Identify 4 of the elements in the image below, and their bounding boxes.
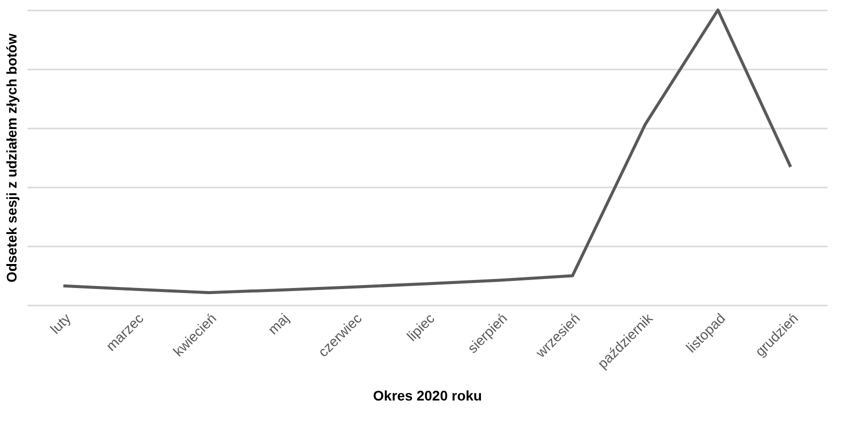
- x-axis-title: Okres 2020 roku: [373, 387, 482, 404]
- y-axis-title: Odsetek sesji z udziałem złych botów: [4, 33, 20, 282]
- x-tick-label: luty: [47, 310, 74, 337]
- x-tick-label: maj: [264, 310, 292, 338]
